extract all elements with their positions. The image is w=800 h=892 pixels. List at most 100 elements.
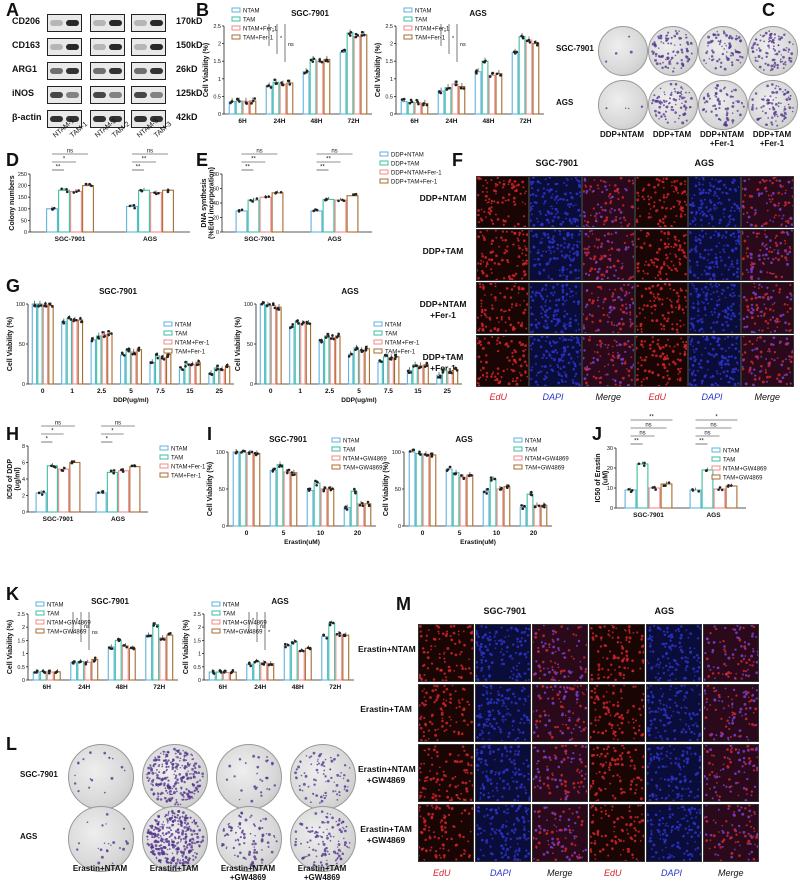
- grid-row-label: Erastin+TAM +GW4869: [360, 824, 412, 845]
- fluo-dots: [704, 625, 758, 681]
- data-point: [354, 192, 358, 196]
- legend-label: NTAM+Fer-1: [175, 341, 210, 347]
- wb-band: [93, 116, 106, 122]
- fluo-cell: [476, 335, 529, 387]
- sig-label: ns: [55, 421, 61, 427]
- data-point: [408, 450, 412, 453]
- data-point: [260, 302, 264, 306]
- legend-label: TAM: [243, 18, 255, 24]
- legend-label: NTAM+GW4869: [525, 457, 569, 463]
- legend-label: DDP+TAM: [391, 162, 419, 168]
- fluo-dots: [477, 283, 528, 333]
- data-point: [320, 340, 323, 344]
- data-point: [308, 647, 312, 651]
- data-point: [726, 485, 730, 488]
- fluo-cell: [476, 229, 529, 281]
- data-point: [265, 304, 269, 307]
- data-point: [93, 656, 97, 660]
- data-point: [367, 504, 371, 508]
- x-tick-label: 1: [298, 388, 302, 395]
- legend-label: NTAM: [723, 449, 740, 455]
- data-point: [315, 208, 319, 212]
- legend-swatch: [331, 455, 341, 461]
- data-point: [341, 198, 344, 202]
- fluo-dots: [477, 177, 528, 227]
- x-tick-label: 2.5: [97, 388, 106, 395]
- wb-size-label: 42kD: [176, 112, 198, 122]
- x-tick-label: 48H: [292, 684, 304, 691]
- data-point: [39, 304, 43, 307]
- data-point: [312, 209, 315, 213]
- wb-band: [66, 44, 79, 50]
- data-point: [60, 469, 64, 472]
- data-point: [345, 508, 349, 511]
- panel-letter-c: C: [762, 0, 775, 20]
- data-point: [118, 638, 122, 641]
- wb-band: [93, 92, 106, 98]
- y-tick-label: 100: [18, 207, 27, 213]
- data-point: [533, 505, 537, 509]
- fluo-cell: [475, 744, 531, 802]
- fluo-dots: [590, 745, 644, 801]
- data-point: [42, 670, 46, 674]
- fluo-dots: [476, 625, 530, 681]
- legend-label: NTAM: [415, 9, 432, 15]
- data-point: [354, 35, 358, 39]
- fluo-dots: [742, 283, 793, 333]
- data-point: [250, 450, 254, 454]
- legend-swatch: [211, 601, 221, 607]
- sig-label: ns: [147, 149, 153, 155]
- y-tick-label: 100: [16, 302, 25, 308]
- y-tick-label: 2: [22, 625, 25, 631]
- legend-swatch: [373, 339, 383, 345]
- legend-label: NTAM: [343, 439, 360, 445]
- sig-label: ns: [645, 423, 651, 429]
- data-point: [312, 57, 316, 60]
- data-point: [439, 374, 442, 378]
- y-axis-label: Colony numbers: [9, 175, 16, 230]
- fluo-dots: [689, 336, 740, 386]
- data-point: [179, 366, 182, 369]
- legend-swatch: [379, 169, 389, 175]
- y-axis-label: Cell Viability (%): [7, 620, 14, 674]
- grid-row-label: Erastin+NTAM: [358, 644, 416, 654]
- data-point: [74, 318, 78, 322]
- data-point: [335, 336, 339, 339]
- fluo-dots: [590, 625, 644, 681]
- x-tick-label: 6H: [410, 118, 419, 125]
- fluo-dots: [636, 336, 687, 386]
- x-tick-label: AGS: [143, 236, 158, 243]
- x-tick-label: AGS: [327, 236, 342, 243]
- legend-swatch: [331, 464, 341, 470]
- data-point: [315, 483, 318, 487]
- data-point: [289, 326, 292, 330]
- data-point: [287, 79, 291, 83]
- x-tick-label: 72H: [348, 118, 360, 125]
- data-point: [326, 60, 330, 63]
- grid-col-label: DAPI: [490, 868, 512, 878]
- data-point: [361, 504, 365, 508]
- grid-row-label: Erastin+TAM: [360, 704, 412, 714]
- x-tick-label: 48H: [483, 118, 495, 125]
- colony-dots: [146, 809, 205, 867]
- y-tick-label: 8: [22, 444, 25, 450]
- panel-letter-e: E: [196, 150, 209, 170]
- wb-band: [93, 68, 106, 74]
- data-point: [430, 455, 434, 458]
- data-point: [54, 465, 57, 469]
- data-point: [109, 469, 113, 473]
- data-point: [131, 352, 134, 356]
- fluo-cell: [582, 229, 635, 281]
- fluo-dots: [647, 625, 701, 681]
- sig-label: *: [51, 429, 54, 435]
- data-point: [419, 365, 423, 369]
- legend-swatch: [711, 465, 721, 471]
- bar: [290, 641, 298, 681]
- wb-size-label: 150kD: [176, 40, 203, 50]
- colony-dots: [605, 35, 633, 63]
- sig-label: **: [245, 165, 250, 171]
- data-point: [236, 98, 240, 101]
- data-point: [654, 488, 657, 491]
- wb-band: [150, 68, 163, 74]
